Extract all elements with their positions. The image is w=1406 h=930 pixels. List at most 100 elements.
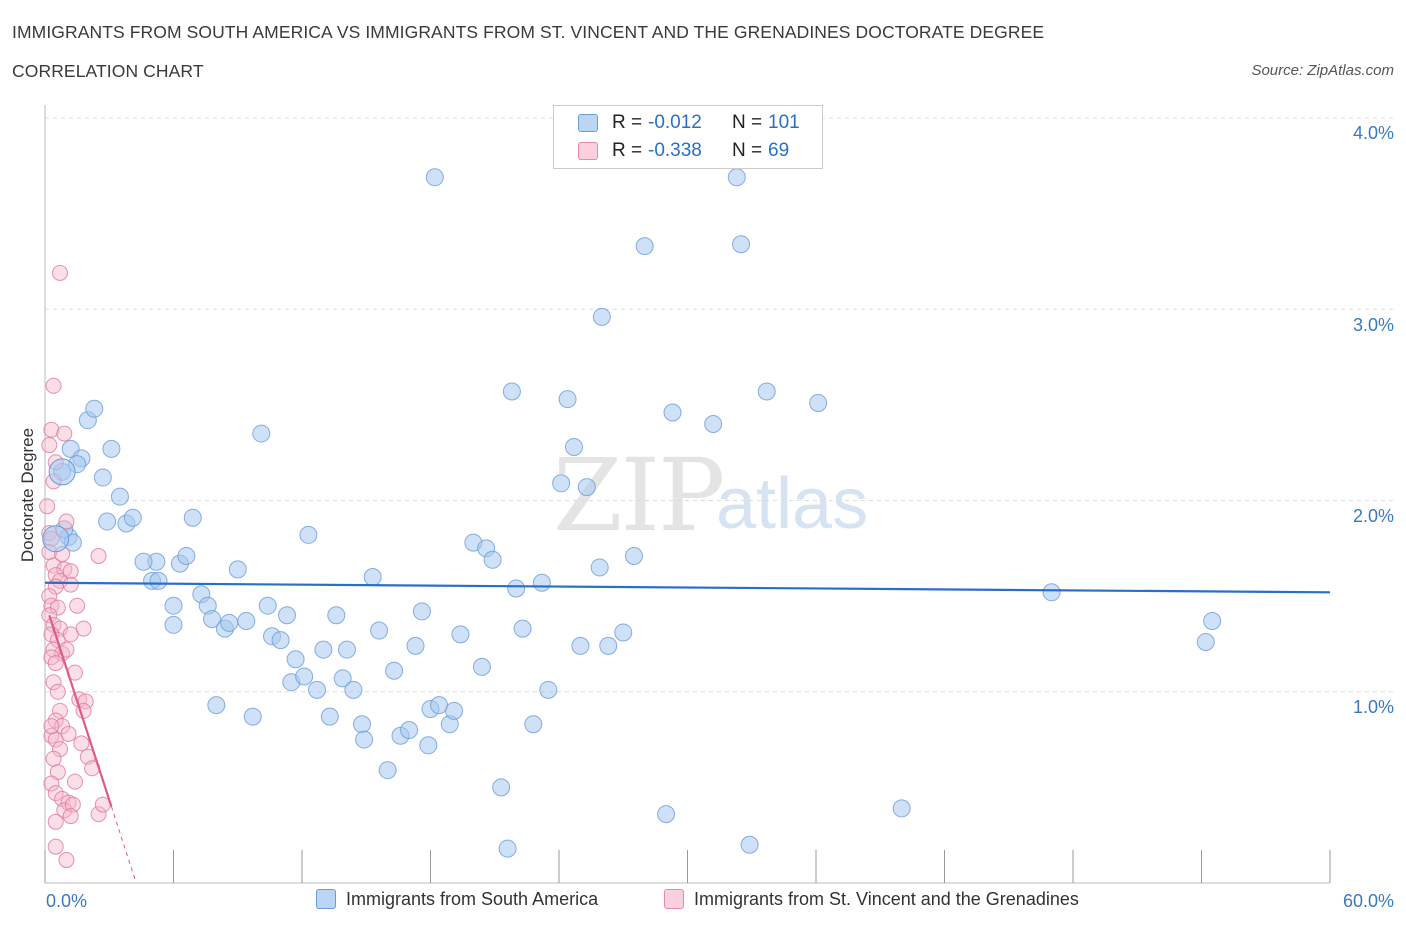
y-axis-label: Doctorate Degree [18,427,37,563]
point-st-vincent [69,597,86,614]
legend-item-south-america: Immigrants from South America [316,889,598,910]
point-south-america [207,696,226,715]
point-south-america [472,657,491,676]
point-south-america [809,393,828,412]
legend-swatch-st-vincent [664,889,684,909]
grid-lines [45,117,1395,693]
point-south-america [134,552,153,571]
point-st-vincent [56,802,73,819]
point-st-vincent [51,702,68,719]
watermark-atlas: atlas [716,464,869,544]
point-south-america [419,736,438,755]
point-south-america [98,512,117,531]
point-st-vincent [49,683,66,700]
point-south-america [1042,583,1061,602]
point-south-america [355,730,374,749]
point-st-vincent [41,437,58,454]
point-st-vincent [43,718,60,735]
swatch-south-america [578,114,598,132]
point-st-vincent [47,813,64,830]
x-tick-left: 0.0% [46,891,88,911]
point-st-vincent [45,750,62,767]
point-south-america [704,415,723,433]
point-south-america [320,707,339,726]
n-value: 69 [768,140,790,161]
point-south-america [558,390,577,409]
point-south-america [164,596,183,615]
r-value: -0.012 [648,112,702,133]
point-st-vincent [62,626,79,643]
point-south-america [571,636,590,655]
r-label: R = [612,112,643,133]
point-south-america [286,650,305,669]
point-south-america [635,237,654,256]
point-south-america [370,621,389,640]
point-south-america [740,835,759,854]
point-south-america [727,168,746,187]
axes [44,105,1331,884]
point-south-america [337,640,356,659]
point-st-vincent [47,838,64,855]
point-south-america [378,761,397,780]
point-south-america [400,721,419,739]
y-tick-4: 4.0% [1352,123,1394,143]
point-south-america [102,439,121,458]
chart-title-line1: IMMIGRANTS FROM SOUTH AMERICA VS IMMIGRA… [12,22,1045,42]
trend-south-america [44,581,1331,594]
point-south-america [237,611,256,630]
y-tick-1: 1.0% [1352,697,1394,717]
point-south-america [892,799,911,818]
point-st-vincent [60,725,77,742]
point-south-america [552,474,571,493]
point-st-vincent [39,498,56,515]
point-st-vincent [47,655,64,672]
point-st-vincent [62,576,79,593]
swatch-st-vincent [578,142,598,160]
point-st-vincent [45,377,62,394]
point-south-america [614,623,633,642]
point-south-america [483,550,502,569]
point-south-america [657,805,676,824]
point-south-america [592,307,611,326]
point-st-vincent [45,557,62,574]
point-south-america [299,525,318,544]
trend-st-vincent-extension [110,806,136,880]
point-st-vincent [51,264,68,281]
point-south-america [564,437,583,456]
legend-item-st-vincent: Immigrants from St. Vincent and the Gren… [664,889,1079,910]
point-st-vincent [43,775,60,792]
point-south-america [385,661,404,680]
point-st-vincent [73,735,90,752]
point-south-america [327,606,346,625]
point-st-vincent [43,597,60,614]
point-south-america [220,613,239,632]
point-south-america-large [42,525,70,553]
trend-st-vincent [48,614,113,807]
point-south-america [344,680,363,699]
n-label: N = [732,140,763,161]
point-south-america [430,696,449,715]
point-south-america [278,606,297,625]
point-south-america [164,615,183,634]
point-south-america [252,424,271,443]
r-value: -0.338 [648,140,702,161]
point-south-america [599,636,618,655]
point-st-vincent [56,425,73,442]
point-south-america [363,568,382,586]
point-south-america [307,680,326,699]
point-south-america [177,546,196,565]
chart-title-line2: CORRELATION CHART [12,61,204,81]
point-south-america [502,382,521,401]
point-south-america [93,468,112,487]
point-south-america [203,610,222,629]
stats-legend: R = -0.012 N = 101 R = -0.338 N = 69 [553,105,823,169]
y-tick-3: 3.0% [1352,315,1394,335]
point-south-america [445,701,464,720]
point-south-america-large [48,458,76,486]
point-south-america [228,560,247,579]
x-tick-right: 60.0% [1342,891,1394,911]
point-south-america [425,168,444,187]
point-south-america [352,715,371,734]
point-st-vincent [58,852,75,869]
point-south-america [406,636,425,655]
